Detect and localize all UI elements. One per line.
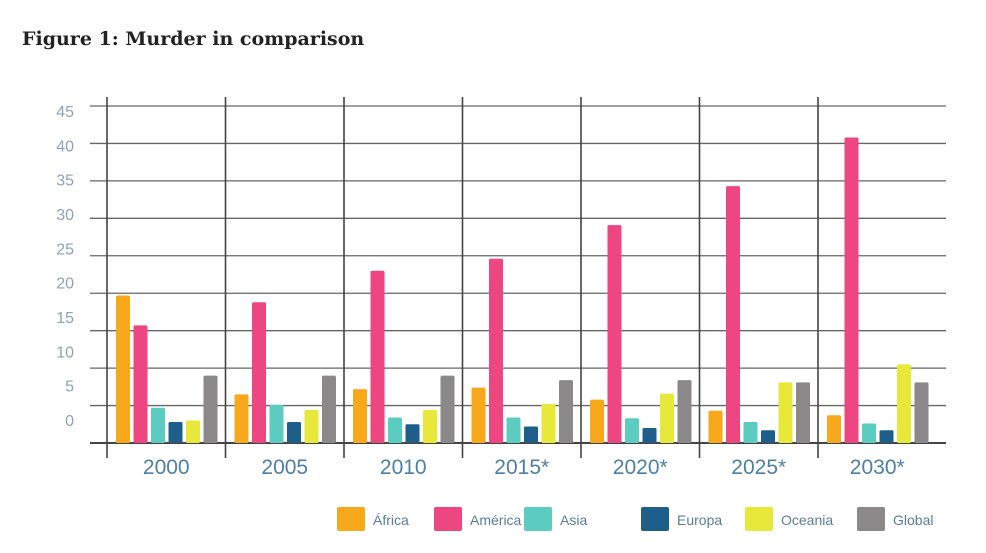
x-tick-label: 2010 <box>380 456 427 479</box>
bar-global-2010 <box>440 375 455 443</box>
bar-áfrica-2020 <box>590 399 604 443</box>
y-tick-label: 25 <box>56 241 74 258</box>
bar-global-2020 <box>677 380 692 443</box>
x-tick-label: 2020* <box>613 456 668 479</box>
legend-swatch-global <box>857 507 885 531</box>
bar-oceania-2000 <box>186 420 200 443</box>
bar-asia-2030 <box>862 423 876 443</box>
legend-label: Europa <box>677 512 722 528</box>
y-tick-label: 40 <box>56 138 74 155</box>
legend-swatch-áfrica <box>337 507 365 531</box>
bar-global-2005 <box>322 375 336 443</box>
bar-américa-2010 <box>370 270 385 443</box>
bar-áfrica-2000 <box>116 295 130 443</box>
bar-europa-2025 <box>761 430 775 443</box>
y-tick-label: 45 <box>56 104 74 121</box>
bar-américa-2015 <box>489 258 503 443</box>
bar-global-2000 <box>203 375 218 443</box>
bar-américa-2000 <box>133 325 148 443</box>
x-tick-label: 2005 <box>261 456 308 479</box>
bar-global-2015 <box>559 380 573 443</box>
bar-oceania-2015 <box>541 404 556 443</box>
legend-label: América <box>470 512 522 528</box>
bar-áfrica-2030 <box>827 415 841 443</box>
bar-europa-2030 <box>879 430 894 443</box>
y-tick-label: 20 <box>56 276 74 293</box>
bar-europa-2010 <box>405 424 420 443</box>
y-tick-label: 10 <box>56 344 74 361</box>
bar-áfrica-2015 <box>471 387 486 443</box>
y-tick-label: 0 <box>65 413 74 430</box>
y-tick-label: 15 <box>56 310 74 327</box>
bar-oceania-2005 <box>304 410 319 443</box>
bar-asia-2020 <box>625 418 639 443</box>
bar-europa-2015 <box>524 426 538 443</box>
y-tick-label: 5 <box>65 379 74 396</box>
bar-global-2025 <box>796 382 810 443</box>
legend-swatch-asia <box>524 507 552 531</box>
bar-global-2030 <box>914 382 929 443</box>
bar-áfrica-2010 <box>353 389 367 443</box>
x-tick-label: 2030* <box>850 456 905 479</box>
bar-áfrica-2005 <box>234 394 249 443</box>
bar-europa-2005 <box>287 422 301 443</box>
bar-asia-2005 <box>269 404 284 443</box>
bar-áfrica-2025 <box>708 410 723 443</box>
bar-europa-2020 <box>642 428 657 443</box>
legend-label: África <box>373 512 409 528</box>
bar-américa-2005 <box>252 302 266 443</box>
y-tick-label: 30 <box>56 207 74 224</box>
bar-asia-2000 <box>151 407 165 443</box>
x-tick-label: 2015* <box>494 456 549 479</box>
legend-label: Oceania <box>781 512 833 528</box>
bar-asia-2015 <box>506 417 521 443</box>
bar-américa-2025 <box>726 186 740 443</box>
bar-américa-2020 <box>607 225 622 443</box>
legend-swatch-américa <box>434 507 462 531</box>
x-tick-label: 2000 <box>143 456 190 479</box>
legend-label: Asia <box>560 512 587 528</box>
legend-label: Global <box>893 512 933 528</box>
legend-swatch-oceania <box>745 507 773 531</box>
y-tick-label: 35 <box>56 173 74 190</box>
bar-asia-2025 <box>743 422 758 443</box>
bar-oceania-2020 <box>660 393 674 443</box>
bar-oceania-2030 <box>897 364 911 443</box>
bar-europa-2000 <box>168 422 183 443</box>
bar-américa-2030 <box>844 137 859 443</box>
bar-oceania-2025 <box>778 382 793 443</box>
legend-swatch-europa <box>641 507 669 531</box>
bar-asia-2010 <box>388 417 402 443</box>
bar-oceania-2010 <box>423 410 437 443</box>
x-tick-label: 2025* <box>731 456 786 479</box>
chart-title: Figure 1: Murder in comparison <box>22 28 365 50</box>
